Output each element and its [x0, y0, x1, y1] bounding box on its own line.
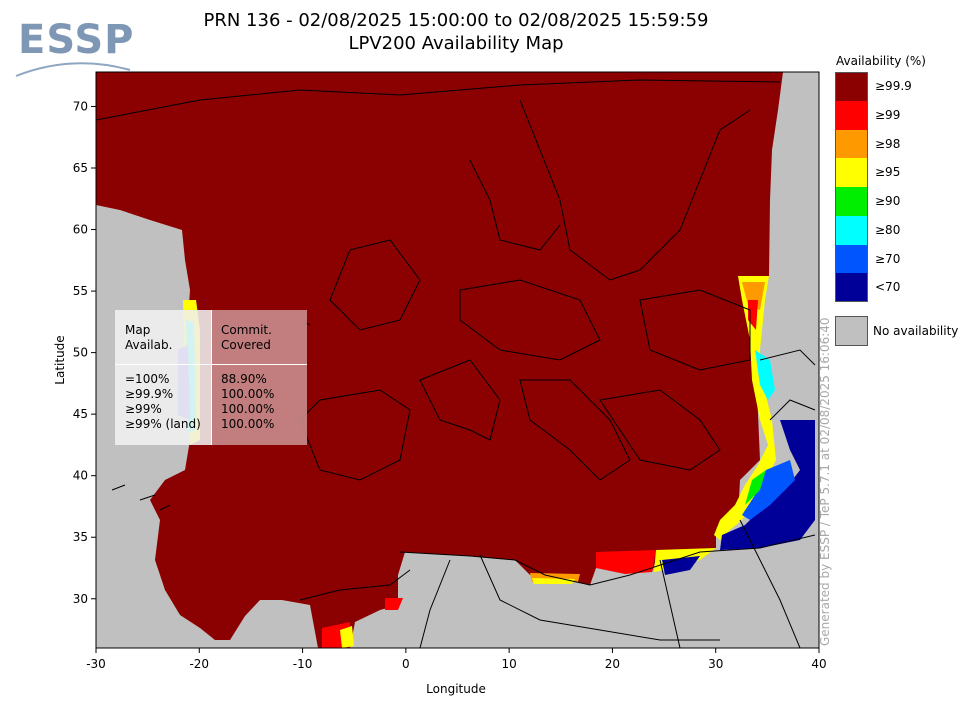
legend-swatch-no-availability [835, 316, 868, 346]
y-axis-title: Latitude [53, 335, 67, 384]
y-tick-label: 30 [73, 592, 88, 606]
stats-label: ≥99% (land) [125, 417, 201, 431]
y-tick-label: 40 [73, 469, 88, 483]
legend-label: ≥98 [875, 136, 901, 151]
coverage-band-blue-east [742, 460, 795, 520]
logo-text: ESSP [18, 17, 135, 63]
y-axis: 30 35 40 45 50 55 60 65 70 [73, 99, 96, 606]
legend-frame [835, 72, 868, 302]
legend-swatch [835, 158, 868, 188]
legend-label: ≥70 [875, 251, 901, 266]
x-tick-label: 30 [708, 657, 723, 671]
coverage-stats-box: Map Availab. Commit. Covered =100% ≥99.9… [115, 310, 307, 445]
legend-title: Availability (%) [836, 54, 926, 68]
coverage-band-red-south [596, 550, 656, 574]
coverage-band-yellow-libya [532, 578, 575, 584]
coverage-band-yellow-morocco [340, 626, 354, 648]
legend-label: ≥80 [875, 222, 901, 237]
stats-header-map-line2: Availab. [125, 338, 173, 352]
stats-value: 100.00% [221, 387, 275, 401]
coverage-region-high [96, 72, 783, 648]
stats-col-commit [211, 310, 307, 445]
coverage-band-cyan-east [755, 350, 775, 400]
x-axis-title: Longitude [426, 682, 486, 696]
y-tick-label: 60 [73, 223, 88, 237]
x-tick-label: 0 [402, 657, 410, 671]
stats-labels: =100% ≥99.9% ≥99% ≥99% (land) [125, 372, 201, 432]
stats-value: 88.90% [221, 372, 267, 386]
stats-label: ≥99.9% [125, 387, 174, 401]
x-tick-label: 20 [605, 657, 620, 671]
stats-header-commit: Commit. Covered [221, 323, 272, 353]
legend-swatch [835, 215, 868, 245]
generated-by-watermark: Generated by ESSP / TeP 5.7.1 at 02/08/2… [818, 317, 832, 646]
legend-label: ≥99 [875, 107, 901, 122]
legend-swatch [835, 129, 868, 159]
legend-swatch [835, 187, 868, 216]
x-tick-label: 10 [502, 657, 517, 671]
stats-label: =100% [125, 372, 170, 386]
legend-swatch [835, 72, 868, 101]
stats-values: 88.90% 100.00% 100.00% 100.00% [221, 372, 274, 432]
legend-swatch [835, 244, 868, 274]
x-tick-label: 40 [811, 657, 826, 671]
y-tick-label: 45 [73, 407, 88, 421]
y-tick-label: 55 [73, 284, 88, 298]
x-tick-label: -30 [86, 657, 106, 671]
stats-value: 100.00% [221, 402, 275, 416]
y-tick-label: 35 [73, 530, 88, 544]
y-tick-label: 70 [73, 99, 88, 113]
stats-value: 100.00% [221, 417, 275, 431]
y-tick-label: 65 [73, 161, 88, 175]
coverage-band-low-south [662, 556, 700, 575]
coverage-band-orange-east [742, 282, 765, 310]
stats-header-map: Map Availab. [125, 323, 172, 353]
legend-swatch [835, 100, 868, 130]
coverage-band-red-coast [385, 598, 403, 610]
x-tick-label: -20 [189, 657, 209, 671]
legend-label: <70 [875, 280, 901, 295]
legend-label: ≥95 [875, 165, 901, 180]
stats-header-commit-line1: Commit. [221, 323, 272, 337]
map-title: PRN 136 - 02/08/2025 15:00:00 to 02/08/2… [203, 10, 709, 31]
x-tick-label: -10 [293, 657, 313, 671]
legend-label: ≥90 [875, 194, 901, 208]
coastline-outlines [96, 79, 816, 648]
stats-header-map-line1: Map [125, 323, 151, 337]
essp-logo: ESSP [12, 8, 135, 82]
stats-divider-v [211, 310, 212, 445]
legend-label: ≥99.9 [875, 79, 912, 93]
map-subtitle: LPV200 Availability Map [348, 33, 564, 54]
x-axis: -30 -20 -10 0 10 20 30 40 [86, 648, 827, 671]
legend-label-no-availability: No availability [873, 324, 959, 338]
y-tick-label: 50 [73, 346, 88, 360]
legend-swatch [835, 273, 868, 303]
coverage-band-green-east [745, 470, 766, 505]
logo-swoosh-icon [15, 62, 131, 77]
stats-header-commit-line2: Covered [221, 338, 271, 352]
stats-label: ≥99% [125, 402, 162, 416]
coverage-band-low-east [720, 420, 815, 550]
stats-col-map [115, 310, 211, 445]
plot-frame [95, 71, 820, 649]
